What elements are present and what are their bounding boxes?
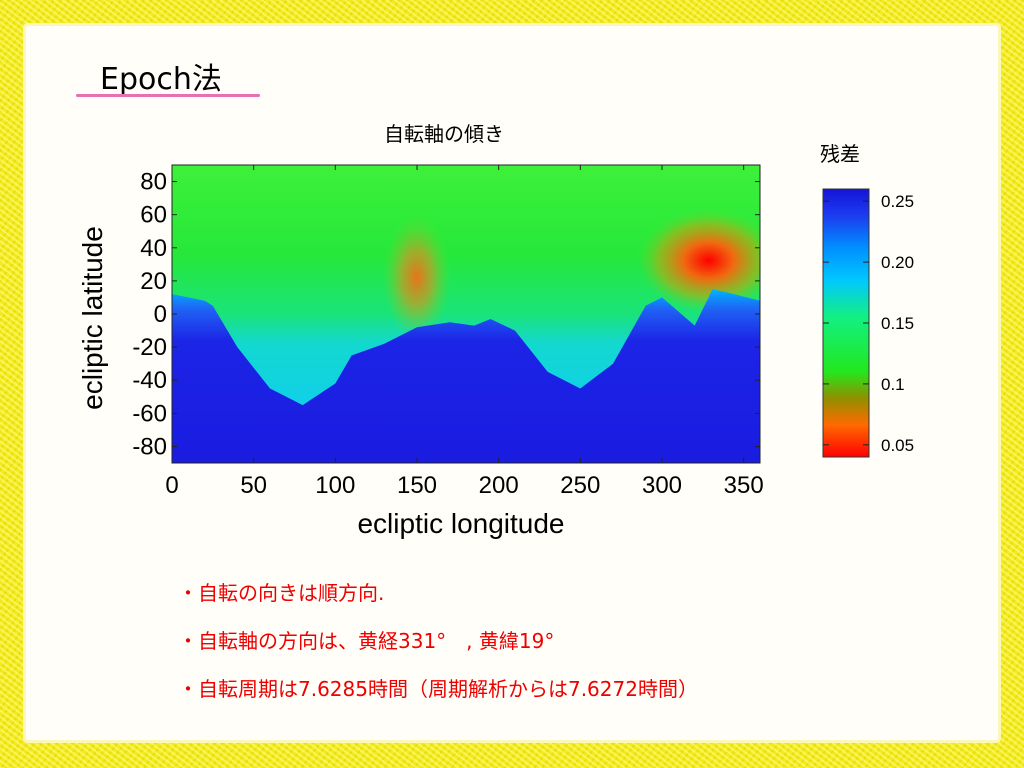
x-tick-label: 150 bbox=[397, 472, 437, 499]
chart-title: 自転軸の傾き bbox=[384, 122, 504, 146]
colorbar-title: 残差 bbox=[820, 142, 860, 166]
colorbar-tick-label: 0.1 bbox=[881, 375, 905, 394]
bullet-list: ・自転の向きは順方向. ・自転軸の方向は、黄経331° , 黄緯19° ・自転周… bbox=[178, 576, 698, 720]
bullet-rotation-period: ・自転周期は7.6285時間（周期解析からは7.6272時間） bbox=[178, 677, 698, 701]
x-tick-label: 50 bbox=[240, 472, 267, 499]
colorbar-tick-label: 0.15 bbox=[881, 314, 914, 333]
y-tick-label: -60 bbox=[132, 400, 167, 427]
x-tick-label: 100 bbox=[315, 472, 355, 499]
residual-minimum-primary bbox=[636, 208, 760, 313]
slide-title: Epoch法 bbox=[100, 62, 222, 97]
colorbar bbox=[822, 188, 870, 458]
high-residual-region bbox=[172, 289, 760, 463]
title-underline bbox=[76, 94, 260, 97]
colorbar-tick-label: 0.20 bbox=[881, 253, 914, 272]
x-tick-label: 350 bbox=[724, 472, 764, 499]
y-tick-label: 60 bbox=[140, 202, 167, 229]
bullet-rotation-direction: ・自転の向きは順方向. bbox=[178, 581, 385, 605]
colorbar-tick-label: 0.25 bbox=[881, 192, 914, 211]
y-tick-label: 40 bbox=[140, 235, 167, 262]
x-tick-label: 200 bbox=[479, 472, 519, 499]
bullet-axis-direction: ・自転軸の方向は、黄経331° , 黄緯19° bbox=[178, 629, 555, 653]
y-tick-label: -20 bbox=[132, 334, 167, 361]
y-tick-label: -80 bbox=[132, 433, 167, 460]
y-axis-label: ecliptic latitude bbox=[77, 226, 108, 410]
x-axis: 0 50 100 150 200 250 300 350 bbox=[165, 165, 764, 499]
colorbar-ticks: 0.25 0.20 0.15 0.1 0.05 bbox=[823, 192, 914, 455]
y-tick-label: 20 bbox=[140, 268, 167, 295]
colorbar-tick-label: 0.05 bbox=[881, 436, 914, 455]
x-tick-label: 300 bbox=[642, 472, 682, 499]
y-tick-label: 80 bbox=[140, 169, 167, 196]
y-axis: 80 60 40 20 0 -20 -40 -60 -80 bbox=[132, 169, 760, 460]
x-axis-label: ecliptic longitude bbox=[357, 508, 564, 539]
y-tick-label: 0 bbox=[154, 301, 167, 328]
residual-minimum-secondary bbox=[382, 215, 451, 340]
plot-area bbox=[172, 165, 760, 463]
x-tick-label: 250 bbox=[560, 472, 600, 499]
y-tick-label: -40 bbox=[132, 367, 167, 394]
x-tick-label: 0 bbox=[165, 472, 178, 499]
